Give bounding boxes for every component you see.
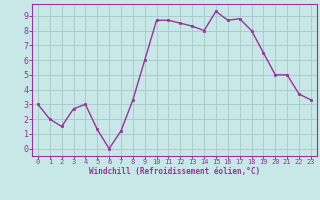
X-axis label: Windchill (Refroidissement éolien,°C): Windchill (Refroidissement éolien,°C) xyxy=(89,167,260,176)
